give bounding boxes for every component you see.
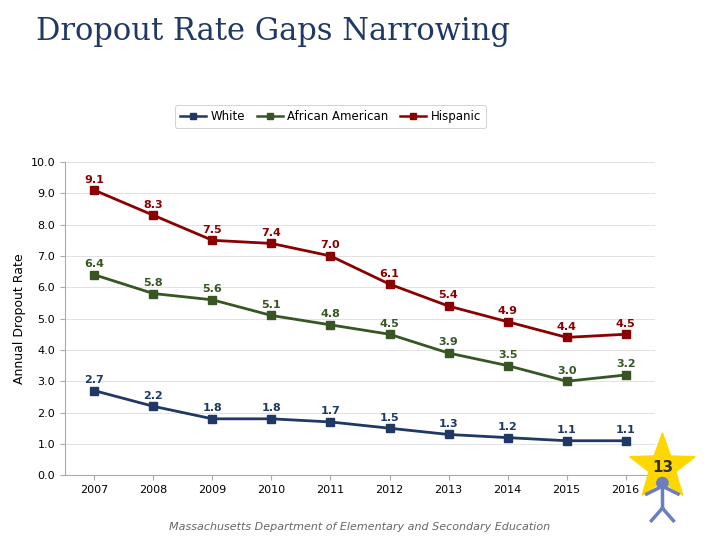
Text: 5.6: 5.6 — [202, 284, 222, 294]
Text: Dropout Rate Gaps Narrowing: Dropout Rate Gaps Narrowing — [36, 16, 510, 47]
Text: 4.5: 4.5 — [379, 319, 400, 329]
Text: 4.5: 4.5 — [616, 319, 636, 329]
Text: 5.4: 5.4 — [438, 291, 459, 300]
Text: 2.7: 2.7 — [84, 375, 104, 385]
Text: 1.1: 1.1 — [616, 425, 636, 435]
Text: Massachusetts Department of Elementary and Secondary Education: Massachusetts Department of Elementary a… — [169, 522, 551, 532]
Text: 4.9: 4.9 — [498, 306, 518, 316]
Text: 7.5: 7.5 — [202, 225, 222, 235]
Text: 2.2: 2.2 — [143, 390, 163, 401]
Text: 1.8: 1.8 — [261, 403, 282, 413]
Text: 6.1: 6.1 — [379, 268, 400, 279]
Text: 3.0: 3.0 — [557, 366, 577, 376]
Text: 3.9: 3.9 — [438, 338, 459, 347]
Text: 13: 13 — [652, 460, 673, 475]
Text: 7.4: 7.4 — [261, 228, 282, 238]
Text: 8.3: 8.3 — [143, 200, 163, 210]
Text: 1.2: 1.2 — [498, 422, 518, 432]
Text: 7.0: 7.0 — [320, 240, 341, 251]
Y-axis label: Annual Dropout Rate: Annual Dropout Rate — [13, 253, 27, 384]
Text: 3.2: 3.2 — [616, 359, 636, 369]
Text: 5.1: 5.1 — [261, 300, 282, 310]
Text: 1.5: 1.5 — [379, 413, 400, 423]
Text: 1.8: 1.8 — [202, 403, 222, 413]
Text: 9.1: 9.1 — [84, 174, 104, 185]
Text: 3.5: 3.5 — [498, 350, 518, 360]
Text: 6.4: 6.4 — [84, 259, 104, 269]
Text: 1.3: 1.3 — [438, 419, 459, 429]
Text: 4.8: 4.8 — [320, 309, 341, 319]
Text: 4.4: 4.4 — [557, 322, 577, 332]
Text: 5.8: 5.8 — [143, 278, 163, 288]
Text: 1.1: 1.1 — [557, 425, 577, 435]
Circle shape — [657, 477, 668, 489]
Polygon shape — [629, 433, 696, 495]
Text: 1.7: 1.7 — [320, 406, 341, 416]
Legend: White, African American, Hispanic: White, African American, Hispanic — [175, 105, 486, 127]
